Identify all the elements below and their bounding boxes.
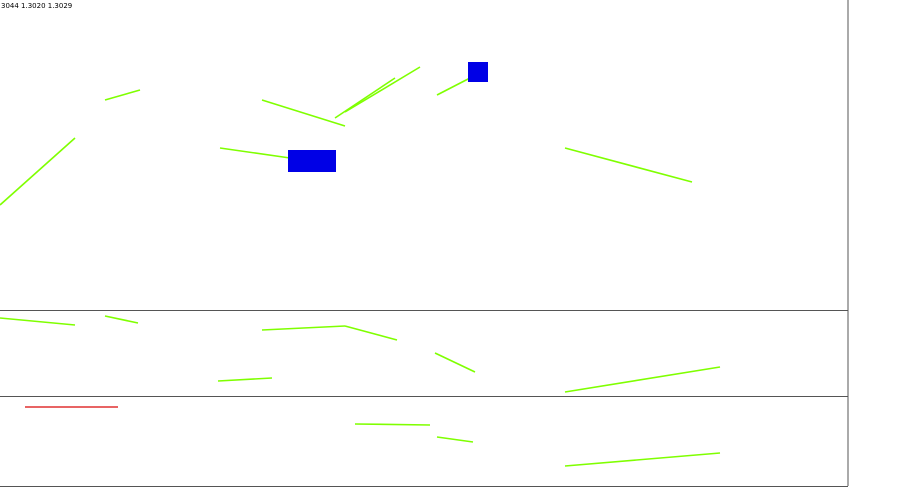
header: 3044 1.3020 1.3029 bbox=[1, 2, 72, 10]
drawings bbox=[0, 62, 721, 467]
header-bg bbox=[0, 0, 62, 11]
frame bbox=[0, 0, 849, 487]
